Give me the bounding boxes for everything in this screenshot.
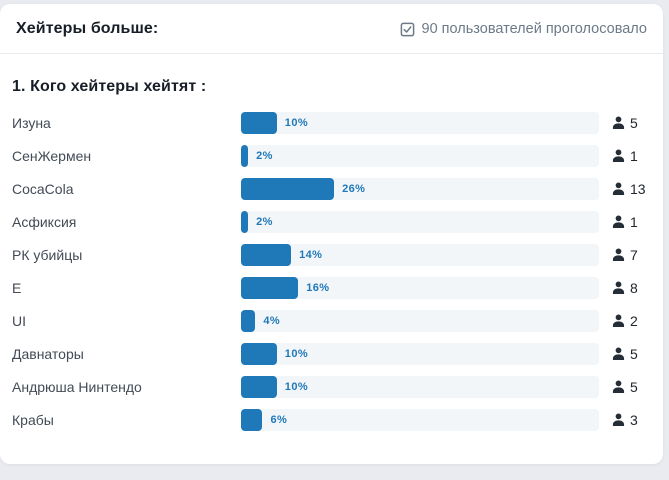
result-bar [241,145,249,167]
result-bar [241,112,277,134]
option-label: Давнаторы [12,346,84,362]
result-percent: 14% [299,249,323,261]
result-percent: 2% [256,150,273,162]
person-icon [612,182,625,196]
person-icon [612,347,625,361]
result-percent: 6% [270,414,288,426]
vote-count-number: 2 [630,313,638,329]
poll-body: 1. Кого хейтеры хейтят : Изуна 10% 5 Сен… [0,54,663,461]
result-bar [241,178,335,200]
result-percent: 2% [256,216,273,228]
vote-count-number: 5 [630,379,638,395]
result-bar-track: 10% [241,112,599,134]
poll-result-row: Андрюша Нинтендо 10% 5 [12,376,663,398]
option-label: CocaCola [12,181,74,197]
poll-voters: 90 пользователей проголосовало [400,21,647,37]
poll-result-row: Е 16% 8 [12,277,663,299]
poll-result-row: Крабы 6% 3 [12,409,663,431]
result-bar-track: 16% [241,277,599,299]
option-label: Крабы [12,412,54,428]
vote-count-number: 13 [630,181,646,197]
person-icon [612,380,625,394]
poll-results: Изуна 10% 5 СенЖермен 2% [12,112,663,431]
result-bar-track: 26% [241,178,599,200]
page-background: Хейтеры больше: 90 пользователей проголо… [0,4,669,480]
result-bar [241,211,249,233]
result-percent: 16% [306,282,330,294]
poll-title: Хейтеры больше: [16,20,159,37]
poll-result-row: CocaCola 26% 13 [12,178,663,200]
vote-count: 8 [612,280,663,296]
poll-header: Хейтеры больше: 90 пользователей проголо… [0,4,663,54]
result-percent: 10% [284,117,309,129]
result-bar-track: 14% [241,244,599,266]
vote-count-number: 5 [630,115,638,131]
vote-count-number: 3 [630,412,638,428]
result-bar [241,409,263,431]
result-bar [241,310,256,332]
vote-count-number: 1 [630,148,638,164]
vote-count: 5 [612,115,663,131]
vote-count: 2 [612,313,663,329]
person-icon [612,314,625,328]
vote-count-number: 1 [630,214,638,230]
vote-count: 13 [612,181,663,197]
person-icon [612,413,625,427]
poll-voters-label: 90 пользователей проголосовало [421,21,647,37]
option-label: РК убийцы [12,247,83,263]
result-bar [241,244,292,266]
vote-count-number: 8 [630,280,638,296]
vote-count: 1 [612,148,663,164]
vote-count: 7 [612,247,663,263]
poll-result-row: Изуна 10% 5 [12,112,663,134]
option-label: UI [12,313,26,329]
result-percent: 26% [342,183,366,195]
person-icon [612,215,625,229]
poll-result-row: Давнаторы 10% 5 [12,343,663,365]
person-icon [612,116,625,130]
person-icon [612,248,625,262]
option-label: Изуна [12,115,51,131]
result-percent: 4% [263,315,281,327]
poll-block: Хейтеры больше: 90 пользователей проголо… [0,4,663,464]
person-icon [612,149,625,163]
vote-count: 1 [612,214,663,230]
poll-result-row: СенЖермен 2% 1 [12,145,663,167]
result-bar-track: 4% [241,310,599,332]
poll-result-row: РК убийцы 14% 7 [12,244,663,266]
poll-question: 1. Кого хейтеры хейтят : [12,78,207,95]
person-icon [612,281,625,295]
result-bar-track: 6% [241,409,599,431]
result-bar [241,343,277,365]
vote-count-number: 5 [630,346,638,362]
result-percent: 10% [284,381,309,393]
poll-result-row: Асфиксия 2% 1 [12,211,663,233]
result-bar-track: 2% [241,211,599,233]
option-label: СенЖермен [12,148,92,164]
option-label: Андрюша Нинтендо [12,379,142,395]
vote-count-number: 7 [630,247,638,263]
vote-count: 3 [612,412,663,428]
check-square-icon [400,22,415,37]
result-percent: 10% [284,348,309,360]
result-bar [241,376,277,398]
result-bar-track: 10% [241,376,599,398]
vote-count: 5 [612,379,663,395]
result-bar [241,277,299,299]
option-label: Е [12,280,22,296]
option-label: Асфиксия [12,214,77,230]
result-bar-track: 2% [241,145,599,167]
vote-count: 5 [612,346,663,362]
poll-result-row: UI 4% 2 [12,310,663,332]
result-bar-track: 10% [241,343,599,365]
